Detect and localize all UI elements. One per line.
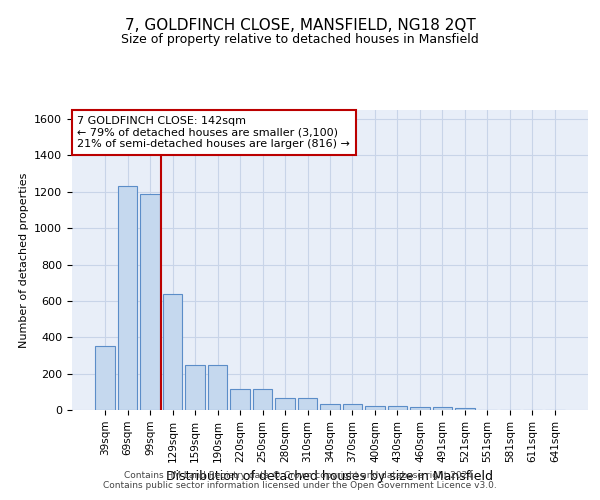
X-axis label: Distribution of detached houses by size in Mansfield: Distribution of detached houses by size … <box>167 470 493 483</box>
Y-axis label: Number of detached properties: Number of detached properties <box>19 172 29 348</box>
Bar <box>388 406 407 410</box>
Bar <box>95 346 115 410</box>
Bar <box>410 408 430 410</box>
Bar <box>118 186 137 410</box>
Bar <box>365 406 385 410</box>
Bar <box>208 364 227 410</box>
Text: Contains HM Land Registry data © Crown copyright and database right 2024.
Contai: Contains HM Land Registry data © Crown c… <box>103 470 497 490</box>
Bar <box>343 404 362 410</box>
Text: Size of property relative to detached houses in Mansfield: Size of property relative to detached ho… <box>121 32 479 46</box>
Bar <box>455 408 475 410</box>
Bar <box>320 404 340 410</box>
Bar <box>185 364 205 410</box>
Bar <box>275 398 295 410</box>
Bar <box>433 408 452 410</box>
Text: 7 GOLDFINCH CLOSE: 142sqm
← 79% of detached houses are smaller (3,100)
21% of se: 7 GOLDFINCH CLOSE: 142sqm ← 79% of detac… <box>77 116 350 149</box>
Bar <box>163 294 182 410</box>
Bar <box>253 389 272 410</box>
Bar <box>230 389 250 410</box>
Bar <box>140 194 160 410</box>
Text: 7, GOLDFINCH CLOSE, MANSFIELD, NG18 2QT: 7, GOLDFINCH CLOSE, MANSFIELD, NG18 2QT <box>125 18 475 32</box>
Bar <box>298 398 317 410</box>
